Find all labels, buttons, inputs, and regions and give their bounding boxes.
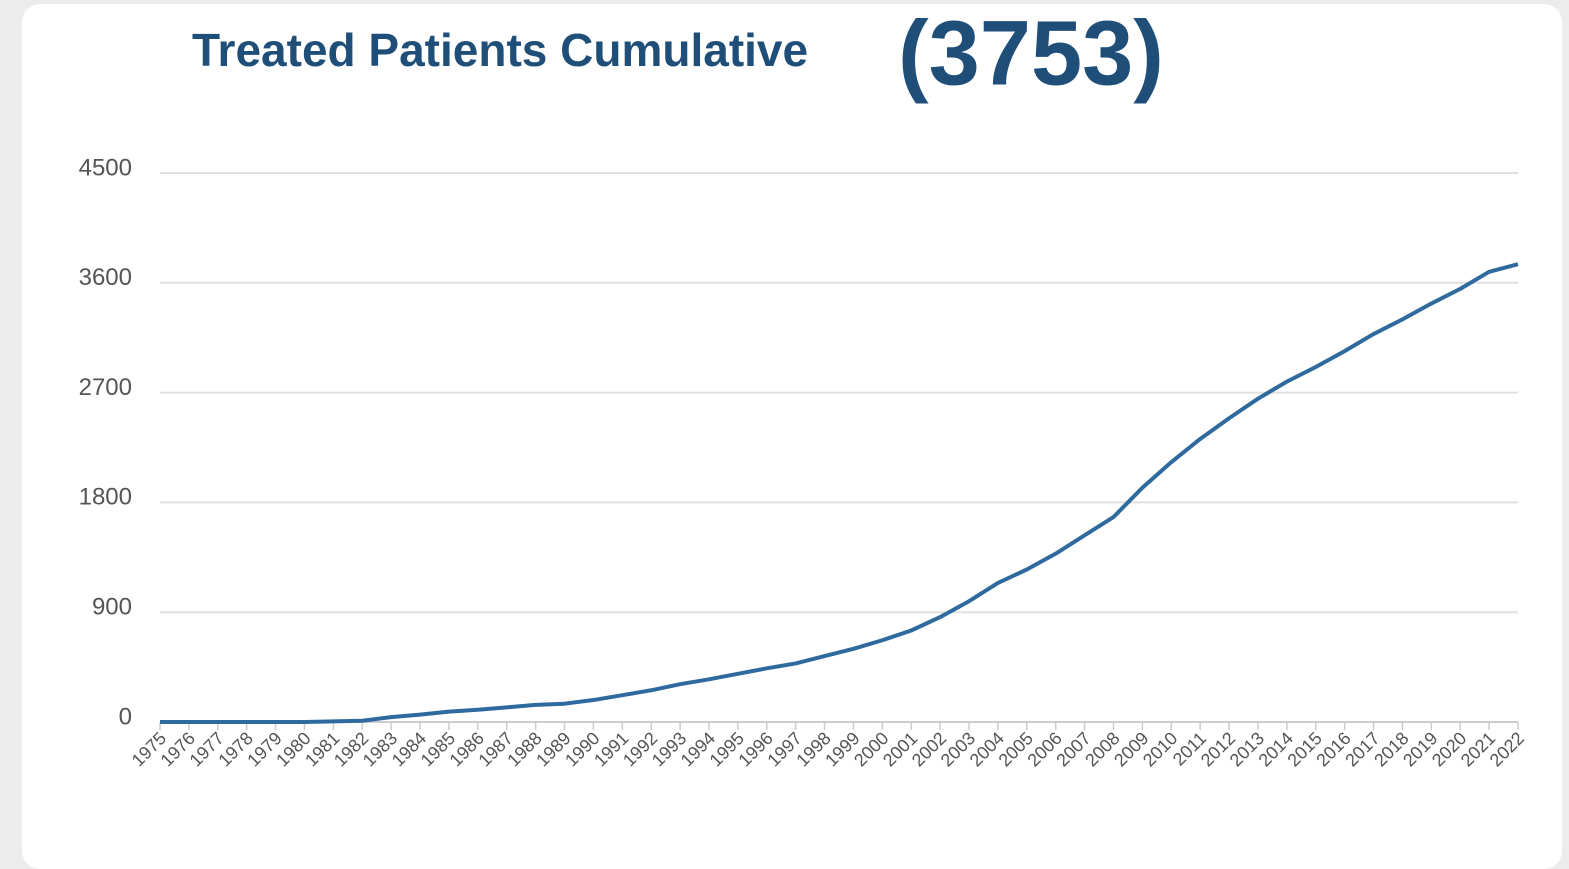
y-tick-label: 1800 — [79, 484, 132, 511]
y-tick-label: 3600 — [79, 264, 132, 291]
total-label: (3753) — [898, 2, 1164, 104]
chart-title: Treated Patients Cumulative — [192, 24, 808, 76]
data-line — [160, 262, 1519, 724]
y-tick-label: 2700 — [79, 374, 132, 401]
x-tick-label: 2022 — [1486, 728, 1528, 770]
y-tick-label: 0 — [119, 703, 132, 730]
y-tick-label: 900 — [92, 594, 132, 621]
y-tick-label: 4500 — [79, 154, 132, 181]
card — [22, 4, 1562, 869]
